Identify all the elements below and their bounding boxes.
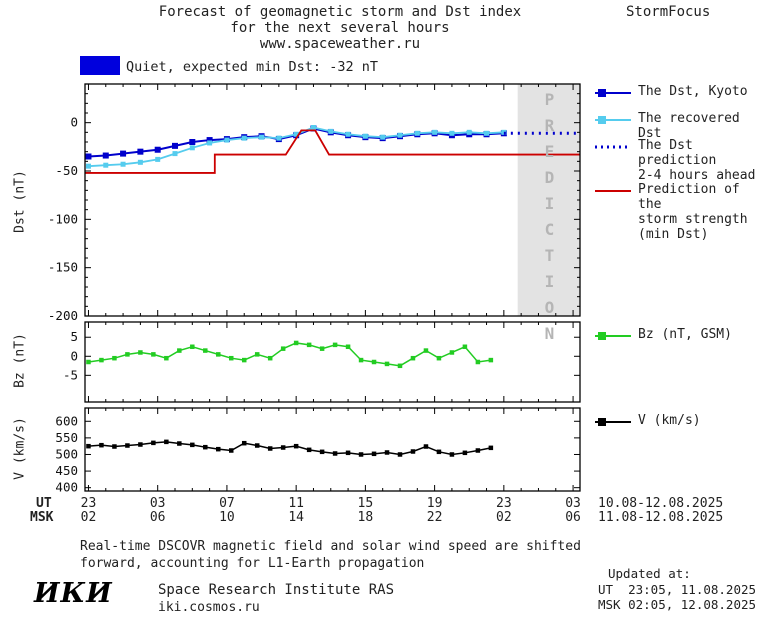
ut-axis-name: UT [36,496,52,511]
institute-name: Space Research Institute RAS [158,582,395,598]
status-text: Quiet, expected min Dst: -32 nT [126,59,378,75]
legend-label-line: Prediction of the [638,182,740,212]
updated-label: Updated at: [608,566,691,581]
msk-tick-label: 02 [496,510,512,525]
ut-tick-label: 11 [288,496,304,511]
legend-swatch-dst-kyoto [595,89,631,97]
status-swatch [80,56,120,75]
title-line1: Forecast of geomagnetic storm and Dst in… [158,4,522,20]
ut-tick-label: 03 [149,496,166,511]
legend-item-v: V (km/s) [594,413,701,428]
svg-text:550: 550 [55,430,78,445]
svg-text:450: 450 [55,463,78,478]
title-line2: for the next several hours [230,20,450,36]
svg-text:500: 500 [55,446,78,461]
iki-logo: ИКИ [34,578,113,609]
legend-swatch-recovered-dst [595,116,631,124]
msk-tick-label: 22 [426,510,443,525]
msk-tick-row: 02 06 10 14 18 22 02 06 [0,510,760,525]
legend-swatch-bz [595,332,631,340]
legend-item-dst-prediction: The Dst prediction 2-4 hours ahead [594,138,760,183]
ut-tick-label: 03 [565,496,581,511]
ut-tick-label: 23 [80,496,97,511]
ut-tick-label: 19 [426,496,443,511]
ut-tick-row: 23 03 07 11 15 19 23 03 [0,496,760,511]
footnote-line1: Real-time DSCOVR magnetic field and sola… [80,539,581,554]
ut-date-range: 10.08-12.08.2025 [598,496,724,511]
legend-label-line: (min Dst) [638,227,709,242]
legend-label: V (km/s) [638,413,701,428]
ut-tick-label: 23 [496,496,512,511]
svg-text:-100: -100 [48,211,78,226]
svg-text:0: 0 [70,348,78,363]
legend-swatch-dst-prediction [595,145,631,149]
msk-tick-label: 10 [219,510,235,525]
updated-ut: UT 23:05, 11.08.2025 [598,582,757,597]
svg-text:-50: -50 [55,163,78,178]
footnote-line2: forward, accounting for L1-Earth propaga… [80,556,425,571]
legend-item-dst-kyoto: The Dst, Kyoto [594,84,748,99]
dst-chart: 0 -50 -100 -150 -200 [48,83,581,320]
legend-label-line: The Dst prediction [638,138,717,168]
dst-axis-label: Dst (nT) [12,170,28,233]
svg-text:400: 400 [55,480,78,495]
legend-item-bz: Bz (nT, GSM) [594,327,732,342]
msk-tick-label: 14 [288,510,304,525]
legend-swatch-storm-strength [595,190,631,192]
legend-item-recovered-dst: The recovered Dst [594,111,760,141]
legend-label-line: The recovered Dst [638,111,740,141]
svg-text:-5: -5 [63,367,78,382]
bz-chart: 5 0 -5 [63,321,581,403]
msk-tick-label: 06 [149,510,166,525]
brand-name: StormFocus [626,4,711,20]
svg-text:600: 600 [55,413,78,428]
ut-tick-label: 15 [357,496,374,511]
svg-text:-200: -200 [48,308,78,320]
msk-tick-label: 18 [357,510,374,525]
legend-label: The Dst, Kyoto [638,84,748,99]
prediction-band-label: PREDICTION [540,90,559,350]
legend-label: Prediction of the storm strength (min Dst) [638,182,760,242]
svg-text:0: 0 [70,115,78,130]
svg-text:5: 5 [70,329,78,344]
legend-label: The recovered Dst [638,111,760,141]
msk-axis-name: MSK [30,510,54,525]
ut-tick-label: 07 [219,496,235,511]
msk-date-range: 11.08-12.08.2025 [598,510,724,525]
footnote: Real-time DSCOVR magnetic field and sola… [80,538,581,572]
legend-item-storm-strength: Prediction of the storm strength (min Dst) [594,182,760,242]
legend-label: Bz (nT, GSM) [638,327,732,342]
msk-tick-label: 02 [80,510,97,525]
institute-site: iki.cosmos.ru [158,600,260,615]
updated-msk: MSK 02:05, 12.08.2025 [598,597,757,612]
legend-swatch-v [595,418,631,426]
legend-label: The Dst prediction 2-4 hours ahead [638,138,760,183]
v-axis-label: V (km/s) [12,417,28,480]
title-url: www.spaceweather.ru [259,36,421,52]
legend-label-line: 2-4 hours ahead [638,168,756,183]
legend-label-line: Bz (nT, GSM) [638,327,732,342]
legend-label-line: V (km/s) [638,413,701,428]
msk-tick-label: 06 [565,510,581,525]
legend-label-line: The Dst, Kyoto [638,84,748,99]
page-title: Forecast of geomagnetic storm and Dst in… [80,4,600,52]
legend-label-line: storm strength [638,212,748,227]
svg-text:-150: -150 [48,260,78,275]
